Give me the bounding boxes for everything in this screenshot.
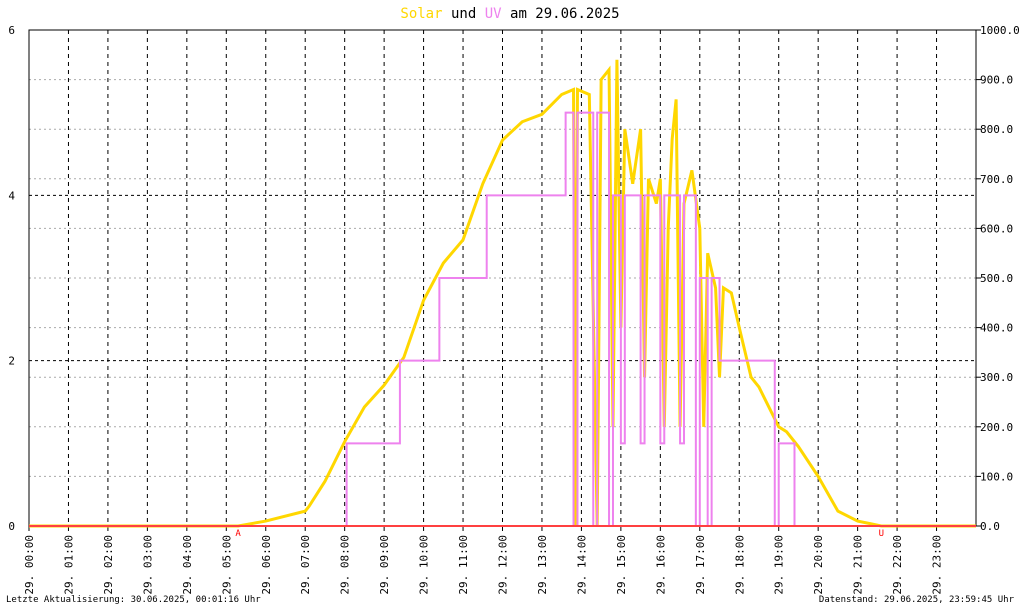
y2-tick-label: 400.0 (980, 322, 1013, 335)
y2-tick-label: 200.0 (980, 421, 1013, 434)
y-tick-label: 0 (8, 520, 15, 533)
x-tick-label: 29. 16:00 (654, 535, 667, 595)
x-tick-label: 29. 13:00 (536, 535, 549, 595)
x-tick-label: 29. 02:00 (102, 535, 115, 595)
x-tick-label: 29. 07:00 (299, 535, 312, 595)
y-tick-label: 2 (8, 355, 15, 368)
x-tick-label: 29. 21:00 (852, 535, 865, 595)
title-part: am 29.06.2025 (510, 6, 620, 22)
x-tick-label: 29. 20:00 (812, 535, 825, 595)
title-part: und (451, 6, 476, 22)
x-tick-label: 29. 09:00 (378, 535, 391, 595)
series-line (29, 59, 976, 528)
x-tick-label: 29. 05:00 (220, 535, 233, 595)
x-tick-label: 29. 04:00 (181, 535, 194, 595)
x-tick-label: 29. 00:00 (23, 535, 36, 595)
footer-left: Letzte Aktualisierung: 30.06.2025, 00:01… (6, 595, 261, 605)
y2-tick-label: 100.0 (980, 470, 1013, 483)
x-tick-label: 29. 06:00 (260, 535, 273, 595)
title-part: Solar (400, 6, 442, 22)
x-tick-label: 29. 18:00 (733, 535, 746, 595)
annotation: U (879, 529, 884, 539)
x-tick-label: 29. 03:00 (141, 535, 154, 595)
y2-tick-label: 700.0 (980, 173, 1013, 186)
x-tick-label: 29. 19:00 (773, 535, 786, 595)
x-tick-label: 29. 08:00 (339, 535, 352, 595)
y2-tick-label: 600.0 (980, 222, 1013, 235)
x-tick-label: 29. 12:00 (497, 535, 510, 595)
x-tick-label: 29. 14:00 (575, 535, 588, 595)
y2-tick-label: 900.0 (980, 74, 1013, 87)
y2-tick-label: 300.0 (980, 371, 1013, 384)
x-tick-label: 29. 17:00 (694, 535, 707, 595)
title-part: UV (485, 6, 502, 22)
footer-right: Datenstand: 29.06.2025, 23:59:45 Uhr (819, 595, 1015, 605)
x-tick-label: 29. 22:00 (891, 535, 904, 595)
x-tick-label: 29. 23:00 (931, 535, 944, 595)
y-tick-label: 4 (8, 189, 15, 202)
y2-tick-label: 500.0 (980, 272, 1013, 285)
x-tick-label: 29. 10:00 (418, 535, 431, 595)
y-tick-label: 6 (8, 24, 15, 37)
chart-title: Solar und UV am 29.06.2025 (400, 6, 619, 22)
x-tick-label: 29. 11:00 (457, 535, 470, 595)
x-tick-label: 29. 01:00 (62, 535, 75, 595)
y2-tick-label: 800.0 (980, 123, 1013, 136)
series-line (29, 111, 976, 527)
y2-tick-label: 1000.0 (980, 24, 1020, 37)
y2-tick-label: 0.0 (980, 520, 1000, 533)
x-tick-label: 29. 15:00 (615, 535, 628, 595)
annotation: A (235, 529, 241, 539)
